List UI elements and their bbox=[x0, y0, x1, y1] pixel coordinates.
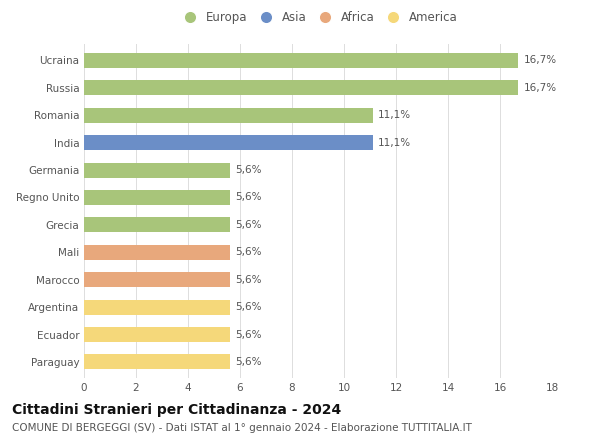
Bar bbox=[84, 354, 230, 370]
Bar bbox=[84, 135, 373, 150]
Text: 5,6%: 5,6% bbox=[235, 275, 262, 285]
Text: 5,6%: 5,6% bbox=[235, 357, 262, 367]
Text: 5,6%: 5,6% bbox=[235, 220, 262, 230]
Bar bbox=[84, 53, 518, 68]
Text: 11,1%: 11,1% bbox=[378, 110, 411, 120]
Bar bbox=[84, 245, 230, 260]
Text: 16,7%: 16,7% bbox=[523, 55, 557, 66]
Text: 5,6%: 5,6% bbox=[235, 192, 262, 202]
Legend: Europa, Asia, Africa, America: Europa, Asia, Africa, America bbox=[174, 7, 462, 29]
Bar bbox=[84, 217, 230, 232]
Text: 5,6%: 5,6% bbox=[235, 302, 262, 312]
Bar bbox=[84, 272, 230, 287]
Text: 5,6%: 5,6% bbox=[235, 165, 262, 175]
Text: COMUNE DI BERGEGGI (SV) - Dati ISTAT al 1° gennaio 2024 - Elaborazione TUTTITALI: COMUNE DI BERGEGGI (SV) - Dati ISTAT al … bbox=[12, 423, 472, 433]
Text: 5,6%: 5,6% bbox=[235, 330, 262, 340]
Bar bbox=[84, 190, 230, 205]
Bar bbox=[84, 108, 373, 123]
Text: 16,7%: 16,7% bbox=[523, 83, 557, 93]
Bar bbox=[84, 300, 230, 315]
Text: 5,6%: 5,6% bbox=[235, 247, 262, 257]
Bar bbox=[84, 327, 230, 342]
Text: 11,1%: 11,1% bbox=[378, 138, 411, 148]
Bar bbox=[84, 81, 518, 95]
Text: Cittadini Stranieri per Cittadinanza - 2024: Cittadini Stranieri per Cittadinanza - 2… bbox=[12, 403, 341, 417]
Bar bbox=[84, 162, 230, 178]
